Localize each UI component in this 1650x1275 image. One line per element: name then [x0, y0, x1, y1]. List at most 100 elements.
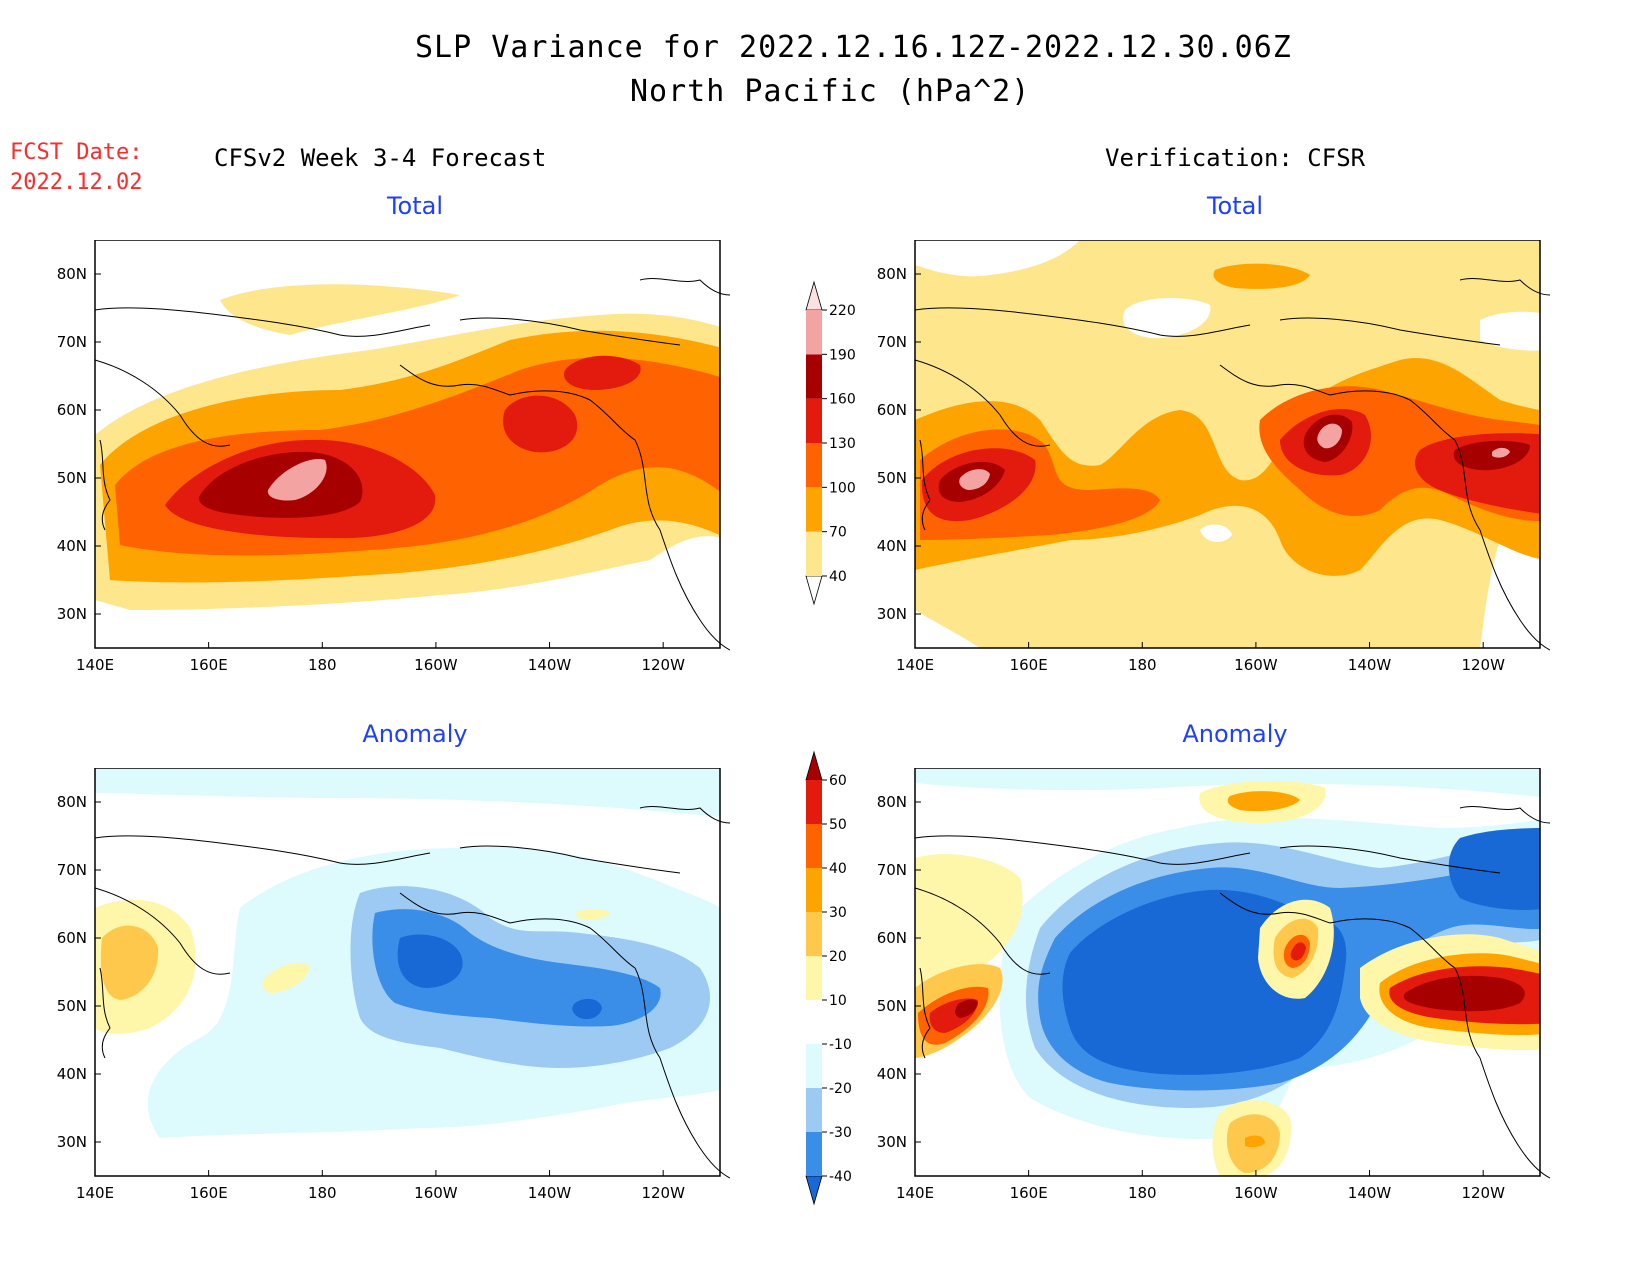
lat-tick-label: 40N: [877, 537, 907, 555]
pos-30-north: [1227, 791, 1300, 812]
lat-tick-label: 80N: [57, 265, 87, 283]
lon-tick-label: 160W: [1234, 656, 1278, 674]
lat-tick-label: 70N: [57, 861, 87, 879]
lon-tick-label: 160W: [414, 656, 458, 674]
colorbar-segment: [806, 398, 822, 443]
colorbar-segment: [806, 443, 822, 488]
colorbar-label: -40: [829, 1169, 852, 1185]
lon-tick-label: 140W: [528, 656, 572, 674]
panel-title-verification-total: Total: [1206, 192, 1264, 220]
white-hole-ne: [1480, 311, 1540, 351]
lon-tick-label: 140E: [76, 656, 114, 674]
pos-40-south: [1245, 1135, 1265, 1148]
main-title-line1: SLP Variance for 2022.12.16.12Z-2022.12.…: [415, 30, 1292, 65]
neg-40-b: [572, 998, 602, 1020]
white-sw: [915, 610, 980, 648]
coastlines: [94, 278, 731, 651]
colorbar-segment: [806, 824, 822, 868]
lat-tick-label: 60N: [57, 401, 87, 419]
lon-tick-label: 180: [308, 1184, 337, 1202]
colorbar-label: -30: [829, 1125, 852, 1141]
lon-tick-label: 160E: [1010, 656, 1048, 674]
lat-tick-label: 40N: [57, 1065, 87, 1083]
neg-10-top: [95, 768, 720, 817]
colorbar-label: -10: [829, 1037, 852, 1053]
white-hole-north: [1122, 298, 1211, 339]
colorbar-label: 160: [829, 392, 856, 408]
lon-tick-label: 180: [1128, 1184, 1157, 1202]
pos-60-gulf: [1290, 942, 1306, 961]
white-islet: [1200, 524, 1232, 542]
colorbar-segment: [806, 780, 822, 824]
colorbar-segment: [806, 531, 822, 576]
neg-40-a: [397, 934, 463, 988]
lat-tick-label: 50N: [57, 997, 87, 1015]
colorbar-segment: [806, 487, 822, 532]
panel-title-forecast-anomaly: Anomaly: [362, 720, 468, 748]
contour-130-canada: [564, 355, 641, 390]
colorbar-label: 40: [829, 861, 847, 877]
colorbar-segment: [806, 868, 822, 912]
neg-10-top: [915, 768, 1540, 797]
lat-tick-label: 50N: [877, 997, 907, 1015]
colorbar-anomaly: -40 -30 -20 -10 10 20 30 40 50 60: [790, 748, 870, 1208]
colorbar-label: 220: [829, 303, 856, 319]
contour-190-east: [1492, 447, 1510, 458]
coastlines: [914, 806, 1551, 1179]
pos-10-west: [915, 854, 1023, 1008]
pos-20-west: [100, 925, 159, 1000]
lon-tick-label: 120W: [641, 656, 685, 674]
pos-60-east: [1403, 975, 1525, 1012]
coastlines: [914, 278, 1551, 651]
colorbar-segment: [806, 1088, 822, 1132]
colorbar-label: 70: [829, 525, 847, 541]
colorbar-label: 20: [829, 949, 847, 965]
contour-190: [267, 459, 327, 501]
colorbar-segment: [806, 1000, 822, 1044]
lon-tick-label: 140E: [896, 656, 934, 674]
lon-tick-label: 160E: [1010, 1184, 1048, 1202]
lon-tick-label: 120W: [641, 1184, 685, 1202]
pos-10-mid: [262, 962, 310, 993]
lon-tick-label: 140W: [1348, 656, 1392, 674]
colorbar-label: 50: [829, 817, 847, 833]
colorbar-label: 190: [829, 347, 856, 363]
colorbar-total: 40 70 100 130 160 190 220: [790, 278, 870, 608]
fcst-date-label: FCST Date:: [10, 140, 143, 165]
colorbar-bottom-triangle: [805, 575, 823, 606]
fcst-date-value: 2022.12.02: [10, 170, 143, 195]
colorbar-segment: [806, 912, 822, 956]
neg-30: [372, 909, 661, 1027]
lon-tick-label: 160W: [1234, 1184, 1278, 1202]
lon-tick-label: 160W: [414, 1184, 458, 1202]
white-east: [1480, 535, 1540, 648]
lon-tick-label: 160E: [190, 1184, 228, 1202]
lat-tick-label: 80N: [877, 793, 907, 811]
colorbar-label: 40: [829, 569, 847, 585]
lat-tick-label: 70N: [877, 333, 907, 351]
colorbar-top-triangle: [805, 280, 823, 311]
colorbar-top-triangle: [805, 750, 823, 781]
neg-40-ne: [1448, 828, 1540, 910]
white-corner-nw: [915, 240, 1080, 277]
contour-160-east: [1453, 440, 1530, 471]
colorbar-segment: [806, 1132, 822, 1176]
colorbar-label: 60: [829, 773, 847, 789]
lat-tick-label: 50N: [57, 469, 87, 487]
lon-tick-label: 180: [308, 656, 337, 674]
lon-tick-label: 180: [1128, 656, 1157, 674]
lat-tick-label: 60N: [877, 401, 907, 419]
colorbar-label: 130: [829, 436, 856, 452]
map-panel-verification-total: 140E 160E 180 160W 140W 120W 30N 40N 50N 60N 70N 80…: [860, 239, 1551, 680]
pos-10-ne: [575, 909, 610, 920]
panel-title-verification-anomaly: Anomaly: [1182, 720, 1288, 748]
contour-190-gulf: [1317, 423, 1342, 449]
lon-tick-label: 120W: [1461, 1184, 1505, 1202]
contour-70-north: [1213, 263, 1310, 289]
lat-tick-label: 60N: [877, 929, 907, 947]
colorbar-label: 100: [829, 480, 856, 496]
colorbar-segment: [806, 310, 822, 355]
lon-tick-label: 140E: [896, 1184, 934, 1202]
lat-tick-label: 30N: [57, 1133, 87, 1151]
contour-40-arctic: [220, 284, 460, 335]
